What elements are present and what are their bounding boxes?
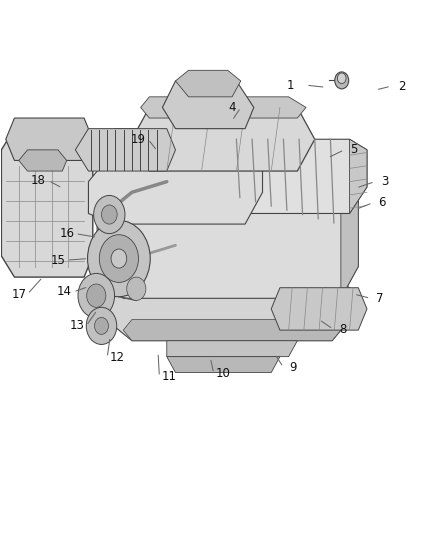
Polygon shape <box>341 182 358 298</box>
Text: 18: 18 <box>31 174 46 187</box>
Circle shape <box>335 72 349 89</box>
Text: 16: 16 <box>59 227 74 240</box>
Polygon shape <box>167 357 280 373</box>
Polygon shape <box>1 128 93 277</box>
Polygon shape <box>271 288 367 330</box>
Text: 7: 7 <box>376 292 384 305</box>
Polygon shape <box>88 150 262 224</box>
Circle shape <box>337 73 346 84</box>
Polygon shape <box>132 108 315 171</box>
Polygon shape <box>141 97 306 118</box>
Text: 14: 14 <box>57 286 72 298</box>
Polygon shape <box>350 139 367 214</box>
Circle shape <box>94 196 125 233</box>
Polygon shape <box>97 182 358 298</box>
Circle shape <box>102 205 117 224</box>
Polygon shape <box>19 150 67 171</box>
Circle shape <box>78 273 115 318</box>
Text: 19: 19 <box>131 133 146 146</box>
Text: 13: 13 <box>70 319 85 333</box>
Text: 3: 3 <box>381 175 388 188</box>
Circle shape <box>87 284 106 308</box>
Polygon shape <box>97 128 262 160</box>
Polygon shape <box>167 139 367 214</box>
Text: 2: 2 <box>398 80 406 93</box>
Circle shape <box>99 235 138 282</box>
Circle shape <box>88 220 150 297</box>
Polygon shape <box>106 277 350 341</box>
Text: 11: 11 <box>162 370 177 383</box>
Circle shape <box>111 249 127 268</box>
Text: 9: 9 <box>289 361 297 374</box>
Text: 4: 4 <box>228 101 236 114</box>
Circle shape <box>95 317 109 334</box>
Circle shape <box>86 308 117 344</box>
Text: 12: 12 <box>109 351 124 364</box>
Text: 8: 8 <box>339 322 347 336</box>
Polygon shape <box>75 128 176 171</box>
Text: 10: 10 <box>216 367 231 380</box>
Text: 17: 17 <box>11 288 26 301</box>
Text: 5: 5 <box>350 143 357 156</box>
Polygon shape <box>6 118 93 160</box>
Polygon shape <box>167 341 297 357</box>
Polygon shape <box>162 81 254 128</box>
Text: 15: 15 <box>50 254 65 266</box>
Polygon shape <box>176 70 241 97</box>
Polygon shape <box>123 319 341 341</box>
Text: 6: 6 <box>378 196 386 209</box>
Text: 1: 1 <box>287 79 295 92</box>
Circle shape <box>127 277 146 301</box>
